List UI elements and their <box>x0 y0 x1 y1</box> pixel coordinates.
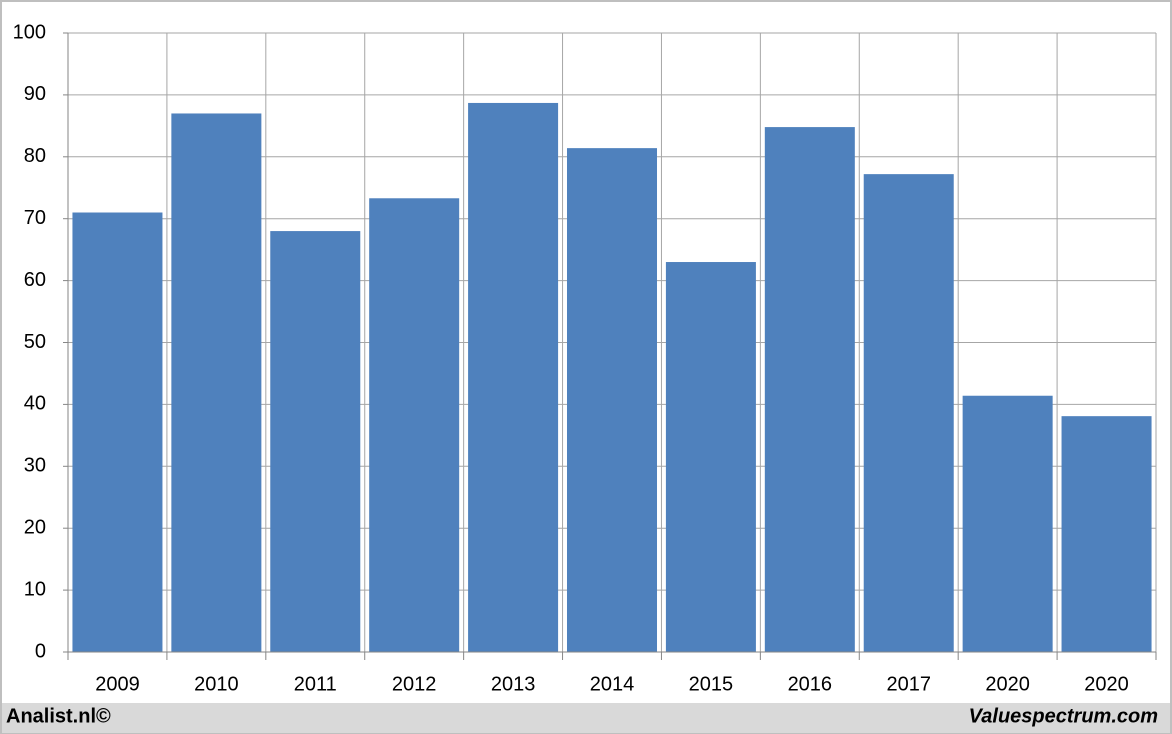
bar <box>665 262 756 652</box>
x-tick-label: 2012 <box>392 673 437 695</box>
bar <box>863 174 954 652</box>
x-tick-label: 2013 <box>491 673 536 695</box>
x-tick-label: 2020 <box>985 673 1030 695</box>
y-tick-label: 70 <box>24 207 46 229</box>
x-tick-label: 2014 <box>590 673 635 695</box>
y-tick-label: 100 <box>13 21 46 43</box>
bar <box>171 113 262 653</box>
bar <box>764 127 855 652</box>
x-tick-label: 2020 <box>1084 673 1129 695</box>
x-tick-label: 2017 <box>886 673 931 695</box>
x-tick-label: 2016 <box>788 673 833 695</box>
bar <box>1061 416 1152 652</box>
footer-bar <box>2 703 1170 733</box>
x-tick-label: 2011 <box>294 673 337 695</box>
y-tick-label: 20 <box>24 516 46 538</box>
bar <box>468 102 559 652</box>
bar <box>369 198 460 652</box>
bar <box>72 212 163 652</box>
footer-right: Valuespectrum.com <box>969 705 1158 727</box>
y-tick-label: 60 <box>24 269 46 291</box>
x-tick-label: 2015 <box>689 673 734 695</box>
x-tick-label: 2009 <box>95 673 140 695</box>
y-tick-label: 30 <box>24 455 46 477</box>
y-tick-label: 0 <box>35 640 46 662</box>
y-tick-label: 80 <box>24 145 46 167</box>
y-tick-label: 40 <box>24 393 46 415</box>
bar <box>566 148 658 652</box>
y-tick-label: 90 <box>24 83 46 105</box>
y-tick-label: 10 <box>24 578 46 600</box>
bar <box>962 395 1053 652</box>
y-tick-label: 50 <box>24 331 46 353</box>
footer-left: Analist.nl© <box>6 705 111 727</box>
x-tick-label: 2010 <box>194 673 239 695</box>
bar <box>270 231 361 652</box>
